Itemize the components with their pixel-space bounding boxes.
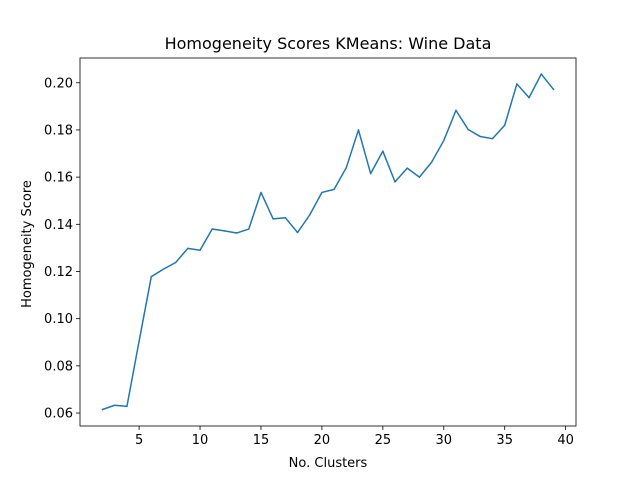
series-line [101, 73, 555, 411]
data-point [187, 247, 189, 250]
data-point [113, 404, 116, 406]
chart-title: Homogeneity Scores KMeans: Wine Data [165, 34, 492, 53]
x-axis-label: No. Clusters [289, 456, 368, 471]
x-tick-label: 20 [314, 433, 331, 448]
y-tick-label: 0.08 [44, 359, 73, 374]
x-tick-label: 40 [557, 433, 574, 448]
data-point [223, 230, 226, 232]
y-tick-label: 0.10 [44, 312, 73, 327]
y-tick-label: 0.06 [44, 407, 73, 422]
x-tick-label: 5 [135, 433, 143, 448]
data-point [528, 96, 530, 99]
data-point [394, 181, 396, 183]
data-point [296, 231, 299, 234]
data-point [101, 408, 104, 411]
y-tick-label: 0.12 [44, 265, 73, 280]
data-point [333, 188, 335, 191]
data-point [345, 166, 348, 169]
data-point [430, 161, 433, 164]
data-point [199, 249, 201, 252]
data-point [162, 268, 165, 270]
x-tick-label: 30 [436, 433, 453, 448]
axes-layer: 5 10 15 20 25 30 35 40 0.06 0.08 0.10 0.12 0.14 0.16 0… [44, 57, 577, 448]
axes-frame [79, 57, 577, 427]
x-tick-label: 35 [496, 433, 513, 448]
data-point [248, 228, 250, 230]
x-tick-label: 25 [375, 433, 392, 448]
data-point [467, 128, 469, 131]
data-point [455, 109, 457, 112]
x-tick-label: 15 [253, 433, 270, 448]
y-tick-label: 0.14 [44, 218, 73, 233]
data-point [308, 214, 311, 216]
data-point [540, 73, 543, 75]
data-point [382, 150, 384, 152]
data-point [272, 218, 274, 220]
y-tick-label: 0.18 [44, 123, 73, 138]
data-point [126, 405, 128, 408]
data-point [357, 129, 360, 131]
data-point [174, 261, 177, 264]
data-point [321, 191, 323, 194]
y-axis-label: Homogeneity Score [20, 180, 35, 308]
data-point [443, 139, 445, 142]
data-point [503, 124, 506, 126]
plot-layer [101, 73, 555, 411]
data-point [284, 216, 287, 219]
data-point [138, 340, 140, 342]
data-point [260, 191, 262, 194]
data-point [235, 232, 238, 234]
data-point [150, 275, 153, 278]
data-point [491, 137, 494, 140]
data-point [516, 83, 518, 85]
data-point [479, 135, 482, 138]
data-point [369, 172, 372, 175]
data-point [418, 176, 421, 178]
data-point [406, 167, 408, 169]
x-tick-label: 10 [192, 433, 209, 448]
y-tick-label: 0.16 [44, 171, 73, 186]
y-tick-label: 0.20 [44, 76, 73, 91]
data-point [211, 228, 213, 230]
data-point [552, 88, 555, 91]
